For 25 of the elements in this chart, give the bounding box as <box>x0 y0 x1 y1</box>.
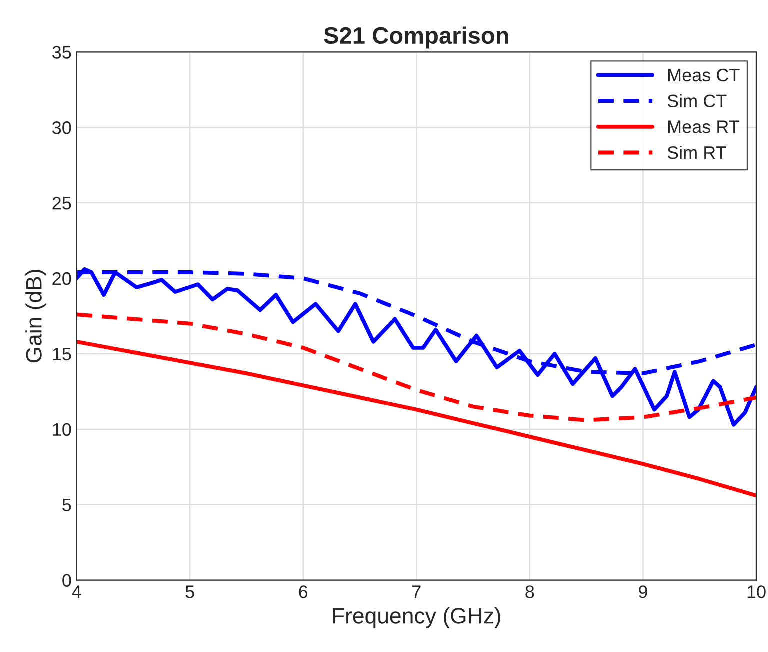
line-series <box>76 268 756 427</box>
y-tick-label: 5 <box>62 498 72 512</box>
line-series <box>76 312 756 422</box>
y-tick-label: 0 <box>62 574 72 587</box>
chart-title: S21 Comparison <box>324 26 508 49</box>
y-tick-label: 20 <box>52 272 72 286</box>
x-tick-label: 7 <box>412 586 421 598</box>
x-tick-label: 6 <box>299 586 308 598</box>
y-tick-label: 15 <box>53 348 72 361</box>
legend-label: Sim RT <box>668 146 726 160</box>
y-axis-title: Gain (dB) <box>26 270 46 363</box>
legend-label: Meas RT <box>668 120 740 134</box>
y-tick-label: 25 <box>52 196 72 210</box>
x-tick-label: 10 <box>748 586 766 598</box>
x-tick-label: 8 <box>526 586 534 598</box>
legend-label: Meas CT <box>668 68 740 82</box>
x-tick-label: 4 <box>72 586 82 598</box>
y-tick-label: 10 <box>53 423 72 436</box>
y-tick-label: 35 <box>52 46 72 59</box>
y-tick-label: 30 <box>52 122 72 134</box>
x-tick-label: 9 <box>639 586 648 598</box>
x-tick-label: 5 <box>186 586 194 598</box>
legend-label: Sim CT <box>668 94 727 108</box>
x-axis-title: Frequency (GHz) <box>333 608 500 628</box>
line-series <box>76 340 756 498</box>
